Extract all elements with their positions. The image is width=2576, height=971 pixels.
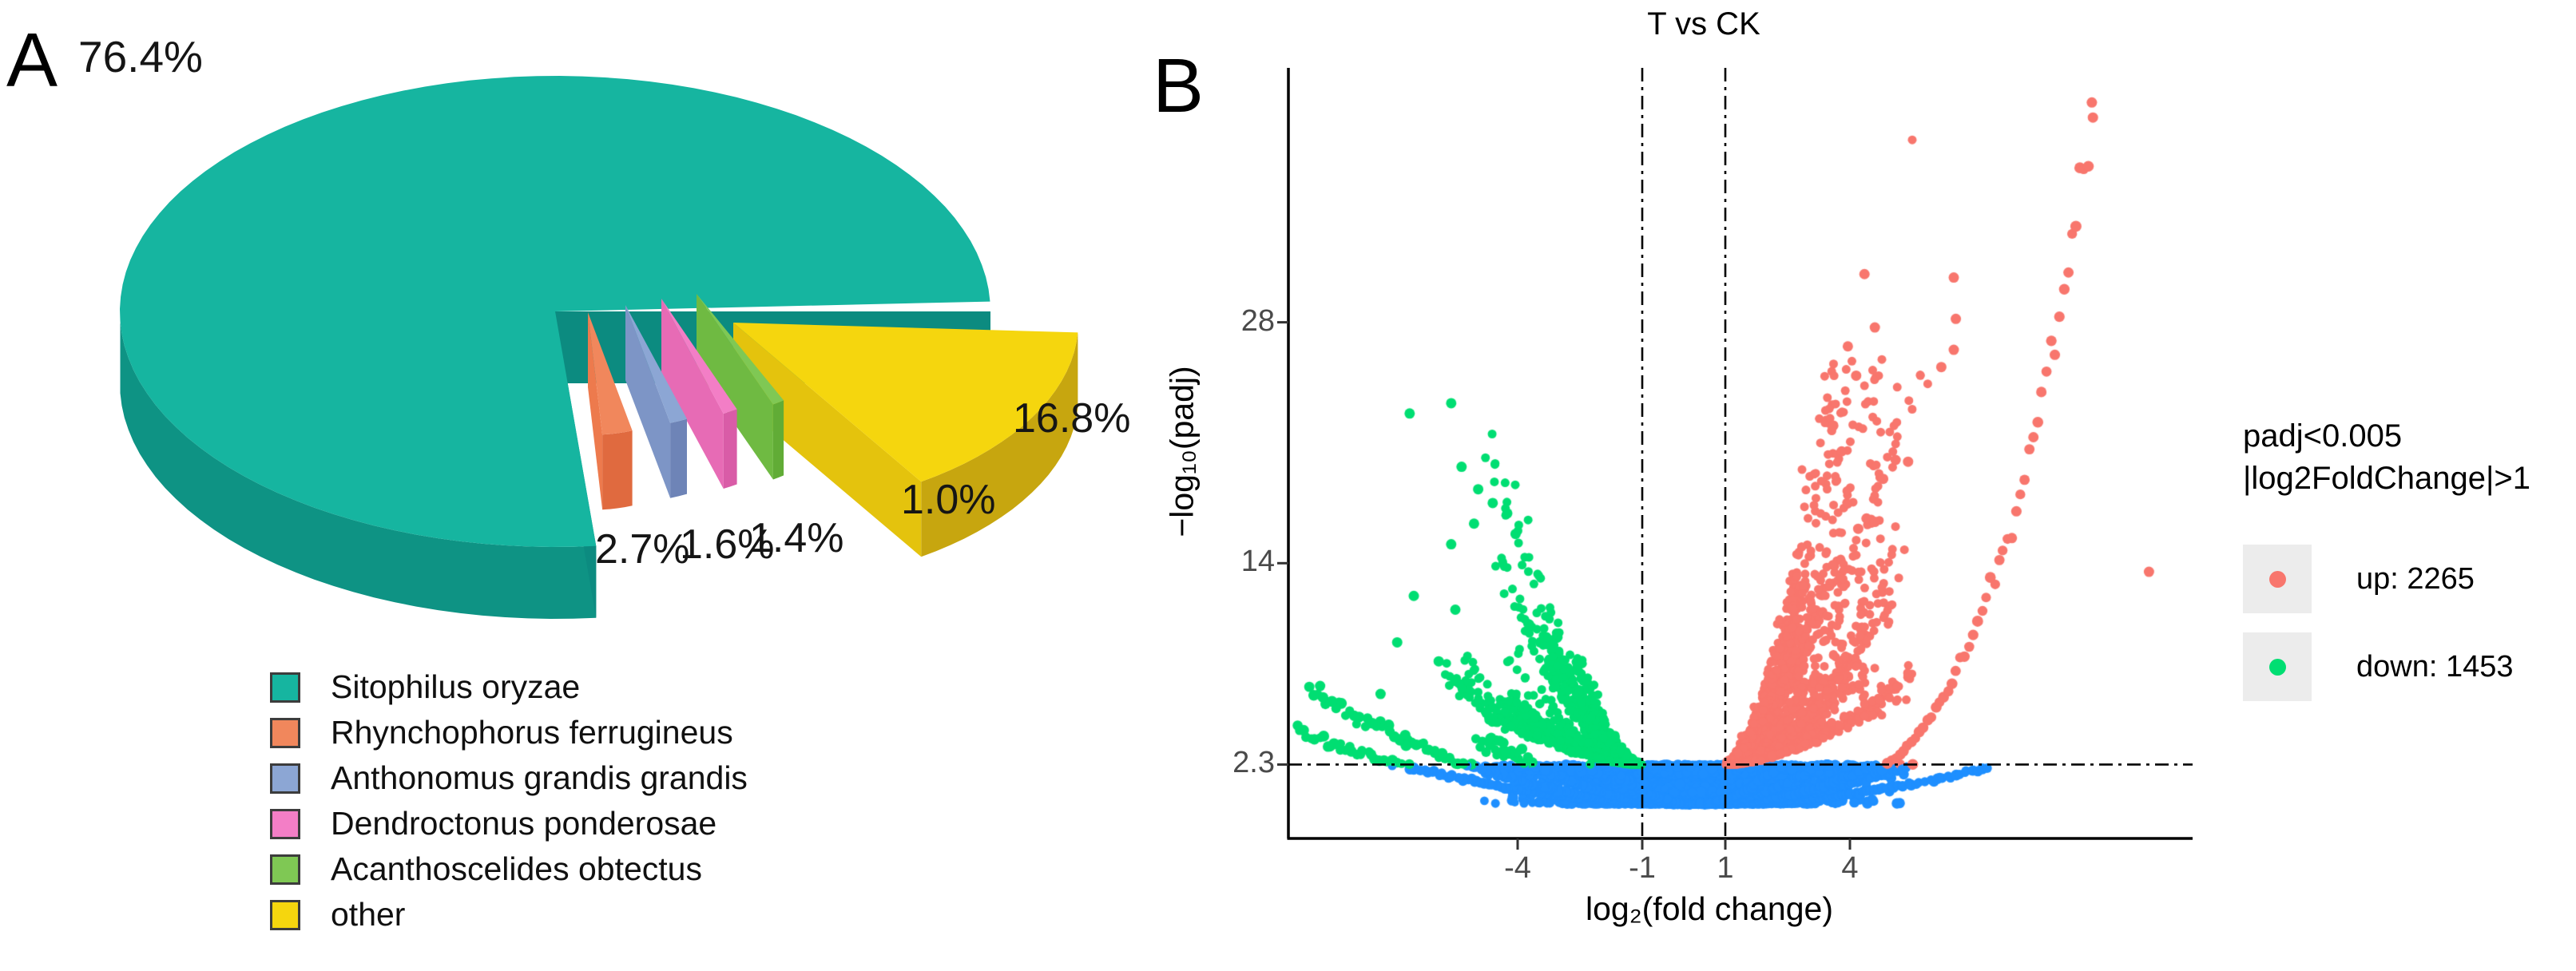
pie-label-dendroctonus: 1.4% bbox=[749, 515, 844, 561]
legend-item-rhynchophorus: Rhynchophorus ferrugineus bbox=[270, 710, 748, 755]
legend-key-up bbox=[2243, 545, 2312, 613]
volcano-legend-title-line1: padj<0.005 bbox=[2243, 418, 2403, 454]
legend-swatch-sitophilus-icon bbox=[270, 672, 300, 703]
y-tick-28: 28 bbox=[1240, 304, 1275, 338]
legend-label-other: other bbox=[331, 896, 406, 933]
pie-label-acanthoscelides: 1.0% bbox=[901, 477, 996, 523]
legend-label-rhynchophorus: Rhynchophorus ferrugineus bbox=[331, 714, 733, 751]
pie-label-other: 16.8% bbox=[1013, 395, 1131, 442]
x-tick-neg1: -1 bbox=[1629, 851, 1656, 885]
legend-label-sitophilus: Sitophilus oryzae bbox=[331, 668, 581, 705]
legend-swatch-rhynchophorus-icon bbox=[270, 717, 300, 748]
legend-entry-up: up: 2265 bbox=[2243, 545, 2576, 613]
legend-item-other: other bbox=[270, 892, 748, 937]
pie-label-rhynchophorus: 2.7% bbox=[595, 526, 690, 573]
legend-swatch-acanthoscelides-icon bbox=[270, 854, 300, 885]
volcano-legend-title-line2: |log2FoldChange|>1 bbox=[2243, 461, 2530, 496]
y-tick-2.3: 2.3 bbox=[1232, 746, 1275, 779]
panel-a-pie-chart: A 76.4% 16.8% 1.0% 2.7% 1.6% 1.4% Sitoph… bbox=[0, 0, 1130, 971]
pie-legend: Sitophilus oryzae Rhynchophorus ferrugin… bbox=[270, 664, 748, 937]
legend-swatch-dendroctonus-icon bbox=[270, 808, 300, 839]
x-tick-4: 4 bbox=[1841, 851, 1859, 885]
legend-item-sitophilus: Sitophilus oryzae bbox=[270, 664, 748, 710]
volcano-axes bbox=[1277, 68, 2193, 850]
up-dot-icon bbox=[2268, 570, 2286, 588]
volcano-legend: padj<0.005 |log2FoldChange|>1 up: 2265 d… bbox=[2243, 415, 2576, 701]
legend-swatch-other-icon bbox=[270, 899, 300, 930]
legend-label-down: down: 1453 bbox=[2356, 649, 2514, 684]
legend-label-dendroctonus: Dendroctonus ponderosae bbox=[331, 805, 717, 842]
x-tick-1: 1 bbox=[1717, 851, 1734, 885]
x-axis-label: log₂(fold change) bbox=[1586, 890, 1833, 927]
legend-item-acanthoscelides: Acanthoscelides obtectus bbox=[270, 846, 748, 892]
down-dot-icon bbox=[2268, 658, 2286, 676]
legend-swatch-anthonomus-icon bbox=[270, 763, 300, 794]
legend-item-dendroctonus: Dendroctonus ponderosae bbox=[270, 801, 748, 846]
legend-label-up: up: 2265 bbox=[2356, 561, 2475, 596]
plot-title: T vs CK bbox=[1647, 6, 1760, 42]
legend-label-acanthoscelides: Acanthoscelides obtectus bbox=[331, 850, 702, 887]
pie-label-anthonomus: 1.6% bbox=[680, 521, 775, 568]
pie-3d-chart bbox=[120, 76, 1078, 619]
y-axis-label: −log₁₀(padj) bbox=[1163, 366, 1201, 537]
panel-b-volcano-plot: B T vs CK 28 14 2.3 -4 -1 1 4 log₂(fold … bbox=[1126, 0, 2576, 971]
x-tick-neg4: -4 bbox=[1504, 851, 1531, 885]
legend-entry-down: down: 1453 bbox=[2243, 632, 2576, 701]
pie-label-sitophilus: 76.4% bbox=[78, 32, 203, 81]
volcano-scatter-points bbox=[1126, 0, 2576, 971]
legend-item-anthonomus: Anthonomus grandis grandis bbox=[270, 755, 748, 801]
legend-key-down bbox=[2243, 632, 2312, 701]
legend-label-anthonomus: Anthonomus grandis grandis bbox=[331, 759, 748, 796]
panel-a-letter: A bbox=[6, 18, 58, 103]
y-tick-14: 14 bbox=[1240, 545, 1275, 578]
